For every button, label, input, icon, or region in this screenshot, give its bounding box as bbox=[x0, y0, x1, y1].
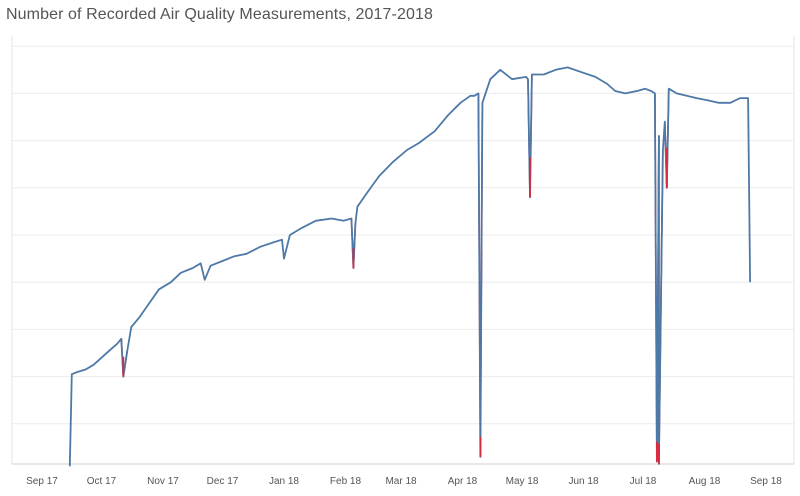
series-line bbox=[68, 66, 751, 467]
x-tick-label: Feb 18 bbox=[330, 476, 362, 487]
x-tick-label: Apr 18 bbox=[448, 476, 478, 487]
chart-title: Number of Recorded Air Quality Measureme… bbox=[6, 6, 433, 23]
x-tick-label: Aug 18 bbox=[689, 476, 721, 487]
x-tick-label: May 18 bbox=[506, 476, 539, 487]
x-tick-label: Nov 17 bbox=[147, 476, 179, 487]
x-tick-label: Jun 18 bbox=[568, 476, 598, 487]
x-tick-label: Sep 18 bbox=[750, 476, 782, 487]
x-tick-label: Mar 18 bbox=[385, 476, 417, 487]
x-tick-label: Dec 17 bbox=[207, 476, 239, 487]
x-tick-label: Jan 18 bbox=[269, 476, 299, 487]
x-tick-label: Oct 17 bbox=[87, 476, 117, 487]
x-tick-label: Sep 17 bbox=[26, 476, 58, 487]
x-tick-label: Jul 18 bbox=[630, 476, 657, 487]
